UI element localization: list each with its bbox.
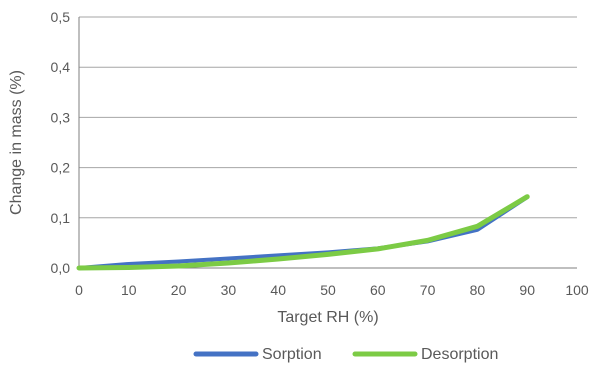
y-axis-label: Change in mass (%) bbox=[8, 70, 25, 215]
x-tick-label: 100 bbox=[565, 282, 589, 298]
legend: Sorption Desorption bbox=[193, 346, 498, 363]
series-lines bbox=[76, 194, 530, 271]
x-tick-labels: 0 10 20 30 40 50 60 70 80 90 100 bbox=[75, 282, 589, 298]
y-tick-label: 0,1 bbox=[51, 210, 71, 226]
x-tick-label: 90 bbox=[519, 282, 535, 298]
y-tick-label: 0,3 bbox=[51, 109, 71, 125]
grid-lines bbox=[79, 16, 577, 219]
x-axis-label: Target RH (%) bbox=[277, 309, 378, 326]
x-tick-label: 20 bbox=[171, 282, 187, 298]
legend-label-desorption: Desorption bbox=[421, 346, 498, 363]
x-tick-label: 0 bbox=[75, 282, 83, 298]
y-tick-label: 0,4 bbox=[51, 59, 71, 75]
y-tick-labels: 0,0 0,1 0,2 0,3 0,4 0,5 bbox=[51, 9, 71, 276]
x-tick-label: 30 bbox=[221, 282, 237, 298]
y-tick-label: 0,2 bbox=[51, 160, 71, 176]
x-tick-label: 80 bbox=[470, 282, 486, 298]
y-tick-label: 0,0 bbox=[51, 260, 71, 276]
series-line-desorption bbox=[76, 194, 530, 271]
x-tick-label: 10 bbox=[121, 282, 137, 298]
legend-label-sorption: Sorption bbox=[262, 346, 322, 363]
x-tick-label: 50 bbox=[320, 282, 336, 298]
x-tick-label: 60 bbox=[370, 282, 386, 298]
x-tick-label: 40 bbox=[270, 282, 286, 298]
axes bbox=[78, 17, 577, 269]
y-tick-label: 0,5 bbox=[51, 9, 71, 25]
x-tick-label: 70 bbox=[420, 282, 436, 298]
